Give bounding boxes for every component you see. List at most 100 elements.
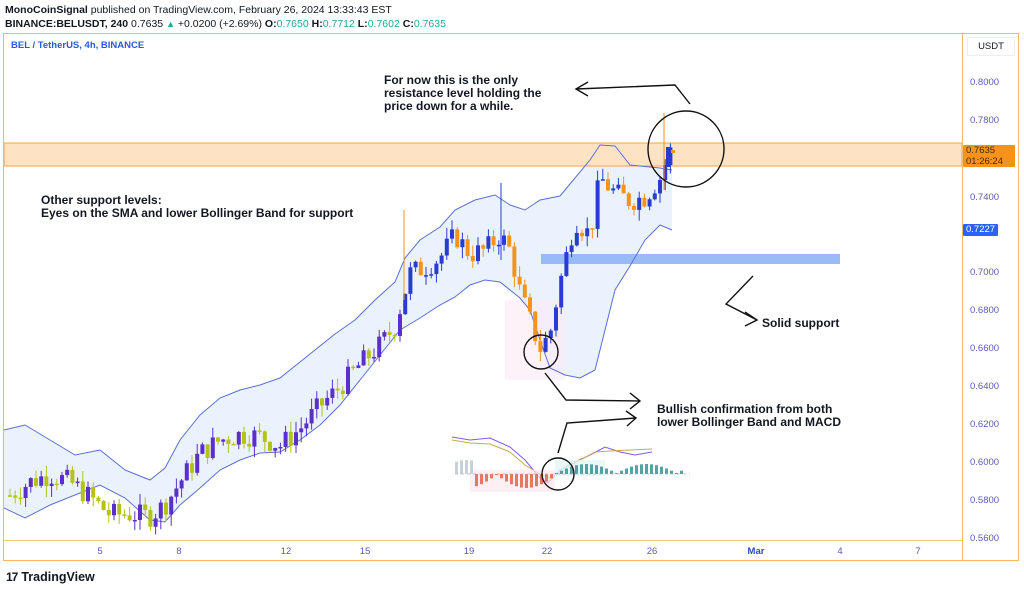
- price-axis[interactable]: [962, 34, 1019, 560]
- author-name[interactable]: MonoCoinSignal: [5, 4, 88, 16]
- macd-histogram-bar: [535, 474, 538, 487]
- candle-body: [190, 463, 194, 473]
- candle-body: [205, 444, 210, 458]
- macd-histogram-bar: [565, 468, 568, 474]
- candle-body: [158, 502, 163, 519]
- candle-body: [522, 284, 527, 298]
- candle-body: [543, 337, 548, 352]
- time-tick-label: 4: [837, 546, 843, 557]
- candle-body: [450, 229, 454, 239]
- candle-body: [600, 179, 605, 181]
- solid-support-note: Solid support: [762, 316, 840, 330]
- chart-plot-area[interactable]: [4, 34, 962, 540]
- candle-body: [377, 336, 382, 357]
- low-label: L:: [357, 18, 368, 30]
- candle-body: [580, 232, 584, 237]
- candlestick-chart: [4, 81, 962, 535]
- candle-body: [663, 165, 668, 180]
- candle-body: [366, 350, 371, 359]
- candle-body: [346, 366, 350, 395]
- candle-body: [325, 397, 330, 406]
- candle-body: [465, 239, 470, 257]
- candle-body: [502, 235, 506, 245]
- candle-body: [444, 238, 449, 256]
- bb-confirm-arrow-line: [544, 372, 641, 402]
- currency-label[interactable]: USDT: [967, 37, 1015, 56]
- time-tick-label: 22: [541, 546, 553, 557]
- price-tick-label: 0.7400: [970, 192, 1000, 203]
- candle-body: [361, 350, 366, 366]
- candle-body: [236, 432, 241, 445]
- macd-histogram-bar: [625, 468, 628, 474]
- candle-body: [210, 437, 215, 458]
- candle-body: [65, 469, 70, 476]
- macd-histogram-bar: [595, 465, 598, 474]
- bounce-highlight-circle: [523, 334, 559, 370]
- time-tick-label: 19: [463, 546, 475, 557]
- candle-body: [569, 245, 574, 253]
- candle-body: [595, 180, 600, 229]
- candle-body: [548, 330, 553, 338]
- macd-histogram-bar: [680, 470, 683, 474]
- lower-bollinger-tag: 0.7227: [963, 224, 999, 236]
- candle-body: [559, 275, 564, 308]
- macd-histogram-bar: [520, 474, 523, 488]
- candle-body: [496, 244, 501, 247]
- time-axis[interactable]: [4, 540, 962, 561]
- close-value: 0.7635: [413, 18, 446, 30]
- candle-body: [54, 483, 59, 486]
- candle-body: [533, 311, 538, 342]
- candle-body: [231, 443, 236, 446]
- low-value: 0.7602: [367, 18, 400, 30]
- candle-body: [429, 274, 434, 276]
- tradingview-logo[interactable]: 17 TradingView: [6, 570, 95, 584]
- candle-body: [138, 504, 142, 520]
- candle-body: [637, 197, 642, 210]
- candle-body: [273, 448, 278, 451]
- candle-body: [439, 255, 444, 264]
- macd-histogram-bar: [505, 474, 508, 482]
- candle-body: [117, 503, 122, 515]
- candle-body: [486, 236, 491, 249]
- last-price: 0.7635: [131, 18, 164, 30]
- close-label: C:: [402, 18, 414, 30]
- upper-bollinger-line: [4, 144, 673, 481]
- candle-body: [257, 430, 262, 432]
- candle-body: [616, 184, 621, 189]
- candle-body: [606, 179, 610, 191]
- macd-histogram-bar: [515, 474, 518, 487]
- candle-body: [268, 441, 272, 451]
- candle-body: [491, 236, 496, 246]
- macd-cross-circle: [541, 457, 575, 491]
- candle-body: [382, 332, 387, 337]
- candle-body: [39, 476, 44, 486]
- last-candle-body: [666, 147, 670, 167]
- candle-body: [585, 228, 590, 237]
- publish-line: MonoCoinSignal published on TradingView.…: [5, 3, 446, 17]
- resistance-arrow-line: [575, 84, 691, 105]
- candle-body: [96, 497, 101, 501]
- chart-legend-title[interactable]: BEL / TetherUS, 4h, BINANCE: [11, 40, 145, 51]
- macd-histogram-bar: [605, 468, 608, 474]
- arrow-right-icon: [625, 410, 638, 427]
- candle-body: [164, 502, 168, 515]
- price-tick-label: 0.6600: [970, 343, 1000, 354]
- candle-body: [299, 428, 304, 433]
- candle-body: [122, 514, 127, 516]
- candle-body: [44, 476, 49, 487]
- support-levels-note: Other support levels: Eyes on the SMA an…: [41, 193, 354, 220]
- candle-body: [70, 469, 75, 483]
- macd-histogram-bar: [620, 470, 623, 474]
- candle-body: [470, 256, 475, 262]
- candle-body: [288, 431, 293, 446]
- candle-body: [626, 193, 631, 206]
- macd-histogram-bar: [650, 464, 653, 474]
- arrow-left-icon: [574, 81, 589, 97]
- candle-body: [60, 475, 64, 485]
- candle-body: [320, 398, 324, 406]
- candle-body: [574, 232, 579, 246]
- candle-body: [226, 439, 231, 444]
- candle-body: [372, 356, 376, 359]
- tradingview-logo-text: TradingView: [21, 570, 95, 584]
- candle-body: [283, 431, 288, 447]
